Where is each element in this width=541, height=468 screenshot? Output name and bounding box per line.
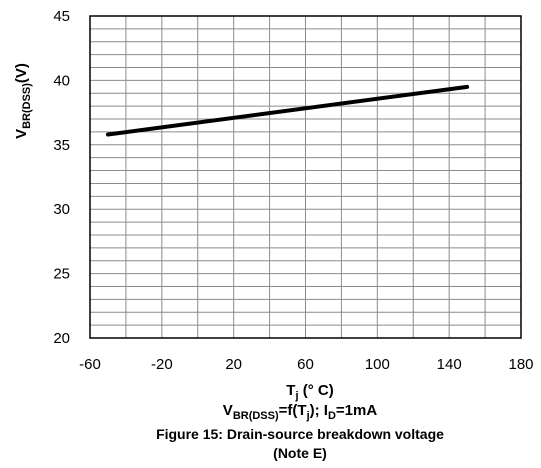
y-tick-labels: 20 25 30 35 40 45: [53, 8, 70, 347]
y-tick-label: 25: [53, 266, 70, 283]
plot-frame: [89, 15, 522, 339]
x-tick-label: 20: [225, 356, 242, 373]
x-tick-label: -60: [79, 356, 101, 373]
y-tick-label: 40: [53, 72, 70, 89]
formula-annotation: VBR(DSS)=f(Tj); ID=1mA: [223, 402, 378, 422]
x-tick-label: 180: [508, 356, 533, 373]
y-tick-label: 30: [53, 201, 70, 218]
y-tick-label: 20: [53, 330, 70, 347]
x-tick-label: -20: [151, 356, 173, 373]
y-tick-label: 45: [53, 8, 70, 25]
series-layer: [105, 84, 470, 137]
figure-caption: Figure 15: Drain-source breakdown voltag…: [156, 426, 444, 442]
figure-caption-note: (Note E): [273, 445, 327, 461]
x-tick-label: 60: [297, 356, 314, 373]
grid: [90, 16, 521, 338]
x-tick-label: 140: [437, 356, 462, 373]
x-axis-title: Tj (° C): [286, 382, 333, 402]
series-line: [105, 84, 470, 137]
y-axis-title: VBR(DSS)(V): [13, 63, 33, 139]
y-tick-label: 35: [53, 137, 70, 154]
x-tick-label: 100: [365, 356, 390, 373]
x-tick-labels: -60 -20 20 60 100 140 180: [79, 356, 533, 373]
